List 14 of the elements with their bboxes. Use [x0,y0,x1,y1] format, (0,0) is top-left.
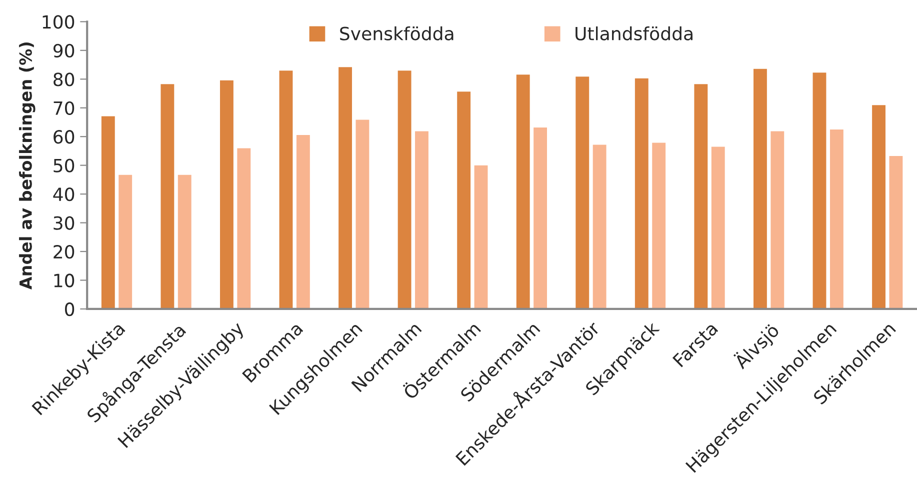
y-tick-label: 70 [54,101,74,115]
legend-label: Svenskfödda [340,26,454,40]
y-tick-label: 30 [54,216,74,230]
y-tick-label: 50 [54,158,74,172]
y-tick-label: 40 [53,188,74,202]
y-tick-label: 20 [54,244,74,259]
legend-label: Utlandsfödda [576,26,692,40]
y-tick-label: 90 [53,44,74,58]
y-tick-label: 80 [54,72,74,86]
y-tick-label: 0 [65,302,74,316]
y-tick-label: 10 [54,274,74,288]
y-tick-label: 60 [54,130,74,144]
y-axis-title: Andel av befolkningen (%) [19,42,36,290]
y-tick-label: 100 [42,15,74,29]
